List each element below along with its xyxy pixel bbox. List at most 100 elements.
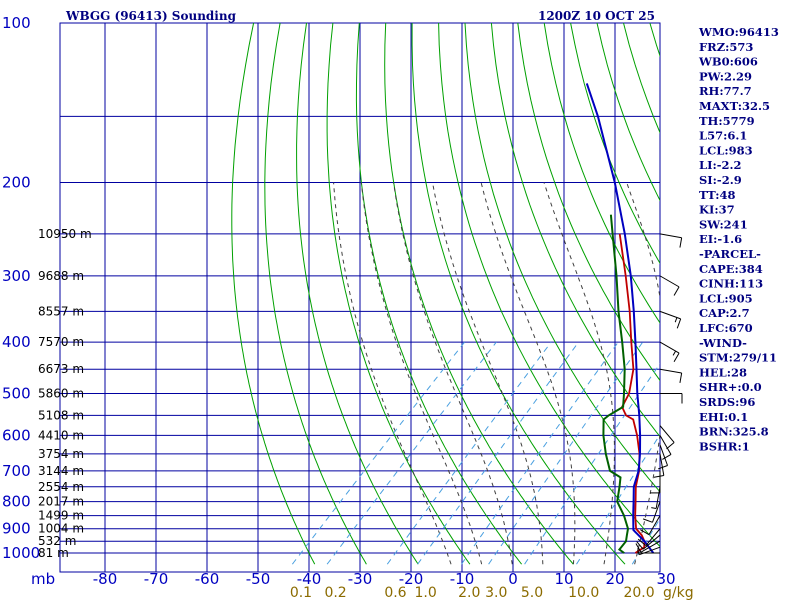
wind-barb <box>659 233 683 248</box>
wind-barb <box>659 425 675 450</box>
index-text: WB0:606 <box>698 55 758 69</box>
moist-adiabat-line <box>480 182 576 565</box>
index-text: EI:-1.6 <box>699 232 742 246</box>
index-text: MAXT:32.5 <box>699 99 770 113</box>
temperature-tick-label: 0 <box>508 570 518 588</box>
height-label: 2017 m <box>38 495 84 509</box>
wind-barb-staff <box>659 341 680 354</box>
index-text: CAPE:384 <box>699 262 763 276</box>
temperature-tick-label: -20 <box>399 570 424 588</box>
height-label: 1499 m <box>38 509 84 523</box>
wind-barb-half-flag <box>672 350 677 356</box>
pressure-tick-label: 700 <box>2 462 31 480</box>
moist-adiabat-line <box>333 182 452 565</box>
wind-barb-flag <box>642 518 653 523</box>
wind-barb-staff <box>645 528 661 546</box>
index-text: FRZ:573 <box>699 40 753 54</box>
wind-barb-staff <box>655 486 661 509</box>
height-label: 7570 m <box>38 335 84 349</box>
temperature-tick-label: 20 <box>605 570 624 588</box>
dry-adiabat-line <box>355 23 522 565</box>
index-text: LCL:983 <box>699 143 753 157</box>
station-title: WBGG (96413) Sounding <box>65 9 237 23</box>
wind-barb-half-flag <box>674 317 678 323</box>
wind-barb <box>659 341 680 363</box>
wind-barb-staff <box>639 546 661 556</box>
mixing-ratio-line <box>417 341 580 565</box>
mixing-ratio-tick-label: 2.0 <box>458 585 480 600</box>
stability-indices: WMO:96413FRZ:573WB0:606PW:2.29RH:77.7MAX… <box>698 25 779 453</box>
isotherm-lines <box>59 22 661 573</box>
temperature-tick-label: 30 <box>656 570 675 588</box>
wind-barb-staff <box>652 501 661 523</box>
mixing-ratio-line <box>461 341 619 565</box>
wind-barb-staff <box>659 275 680 288</box>
mixing-ratio-tick-label: 3.0 <box>485 585 507 600</box>
dry-adiabat-line <box>264 23 367 565</box>
height-label: 81 m <box>38 546 69 560</box>
wind-barb-staff <box>642 534 661 550</box>
mixing-ratio-tick-label: 0.2 <box>324 585 346 600</box>
wind-barb-flag <box>673 352 680 363</box>
pressure-tick-label: 500 <box>2 384 31 402</box>
mixing-ratio-tick-label: 10.0 <box>568 585 599 600</box>
index-text: TT:48 <box>699 188 736 202</box>
wind-barb-staff <box>659 310 681 320</box>
index-text: CAP:2.7 <box>699 306 750 320</box>
wind-barb-staff <box>640 540 661 553</box>
pressure-tick-label: 1000 <box>2 544 40 562</box>
height-label: 8557 m <box>38 304 84 318</box>
index-text: -PARCEL- <box>699 247 761 261</box>
mixing-ratio-tick-label: 20.0 <box>623 585 654 600</box>
temperature-tick-label: -40 <box>297 570 322 588</box>
dry-adiabat-line <box>517 23 660 382</box>
wind-barb <box>637 528 661 546</box>
dry-adiabat-line <box>411 23 626 565</box>
dry-adiabat-line <box>231 23 316 565</box>
dry-adiabat-line <box>490 23 660 438</box>
moist-adiabat-line <box>360 182 483 565</box>
wind-barb-flag <box>662 454 672 460</box>
wind-barb-staff <box>659 425 675 443</box>
wind-barb <box>650 470 661 494</box>
wind-barb-half-flag <box>637 549 640 555</box>
temperature-tick-label: 10 <box>554 570 573 588</box>
index-text: -WIND- <box>699 336 747 350</box>
pressure-tick-label: 300 <box>2 267 31 285</box>
dry-adiabat-line <box>296 23 419 565</box>
moist-adiabat-line <box>543 182 615 565</box>
index-text: SHR+:0.0 <box>699 380 762 394</box>
height-label: 10950 m <box>38 227 92 241</box>
height-label: 2554 m <box>38 480 84 494</box>
wind-barb-flag <box>676 318 682 329</box>
index-text: PW:2.29 <box>699 69 752 83</box>
temperature-tick-label: -10 <box>450 570 475 588</box>
height-label: 6673 m <box>38 362 84 376</box>
index-text: STM:279/11 <box>699 351 777 365</box>
wind-barb <box>657 444 668 470</box>
index-text: TH:5779 <box>699 114 755 128</box>
mixing-ratio-tick-label: 0.6 <box>384 585 406 600</box>
mixing-ratio-line <box>326 341 497 565</box>
plot-area <box>231 23 660 565</box>
dry-adiabat-line <box>384 23 574 565</box>
index-text: HEL:28 <box>699 365 747 379</box>
dry-adiabat-line <box>464 23 660 493</box>
wind-barb-flag <box>653 475 664 478</box>
mixing-ratio-line <box>386 341 552 565</box>
x-axis-unit-label: mb <box>31 570 55 588</box>
dry-adiabat-line <box>570 23 660 265</box>
dewpoint-trace <box>602 214 630 554</box>
index-text: RH:77.7 <box>699 84 752 98</box>
height-label: 1004 m <box>38 522 84 536</box>
wind-barb <box>637 546 661 556</box>
wind-barb-staff <box>648 515 661 535</box>
index-text: LFC:670 <box>699 321 753 335</box>
wind-barb-flag <box>637 538 647 546</box>
wind-barb-flag <box>673 286 680 296</box>
mixing-ratio-tick-label: 0.1 <box>290 585 312 600</box>
pressure-tick-label: 800 <box>2 493 31 511</box>
